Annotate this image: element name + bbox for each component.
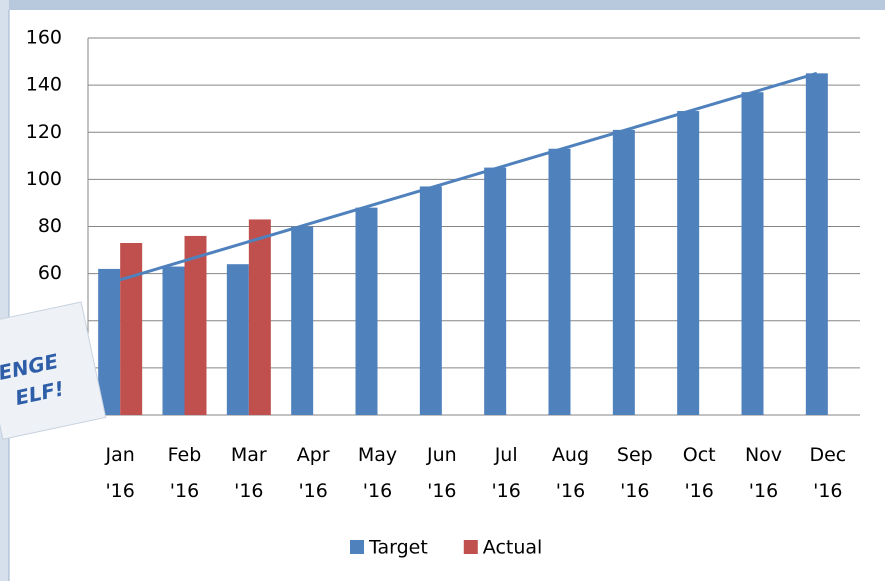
chart: 020406080100120140160Jan'16Feb'16Mar'16A… bbox=[0, 0, 885, 581]
bar bbox=[420, 186, 442, 415]
legend-swatch bbox=[350, 540, 364, 554]
bar bbox=[291, 227, 313, 416]
bar bbox=[163, 267, 185, 415]
legend-label: Actual bbox=[483, 537, 543, 559]
bar bbox=[549, 149, 571, 415]
legend-swatch bbox=[464, 540, 478, 554]
y-tick-label: 120 bbox=[26, 121, 62, 143]
legend-label: Target bbox=[368, 537, 428, 559]
y-tick-label: 80 bbox=[38, 215, 62, 237]
y-tick-label: 100 bbox=[26, 168, 62, 190]
bar bbox=[742, 92, 764, 415]
bar bbox=[120, 243, 142, 415]
bar bbox=[185, 236, 207, 415]
bar bbox=[484, 168, 506, 415]
bar bbox=[613, 130, 635, 415]
y-tick-label: 140 bbox=[26, 74, 62, 96]
frame-left bbox=[0, 0, 9, 581]
bar bbox=[98, 269, 120, 415]
bar bbox=[677, 111, 699, 415]
frame-top bbox=[0, 0, 885, 10]
bar bbox=[249, 219, 271, 415]
bar bbox=[806, 73, 828, 415]
bar bbox=[356, 208, 378, 415]
y-tick-label: 60 bbox=[38, 262, 62, 284]
bar bbox=[227, 264, 249, 415]
y-tick-label: 160 bbox=[26, 27, 62, 49]
